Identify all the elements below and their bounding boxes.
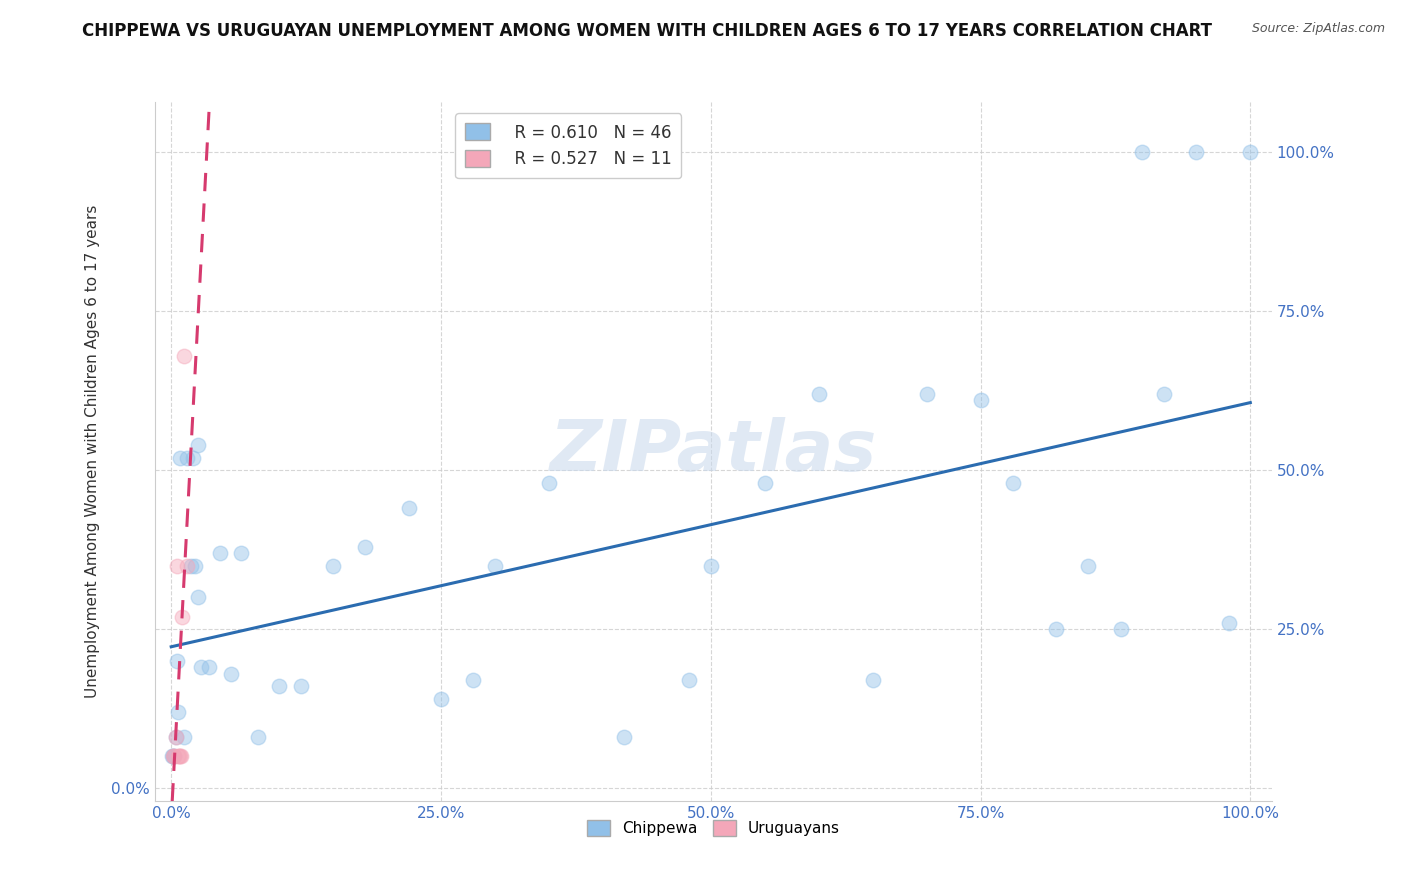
Point [290, 680, 312, 694]
Point [219, 666, 242, 681]
Point [166, 558, 188, 573]
Point [1109, 622, 1132, 636]
Point [463, 673, 485, 687]
Point [163, 749, 186, 764]
Point [398, 501, 420, 516]
Point [1153, 387, 1175, 401]
Point [162, 749, 184, 764]
Point [170, 609, 193, 624]
Point [162, 749, 184, 764]
Point [173, 349, 195, 363]
Point [187, 591, 209, 605]
Point [166, 749, 188, 764]
Point [484, 558, 506, 573]
Point [322, 558, 344, 573]
Point [754, 475, 776, 490]
Point [166, 705, 188, 719]
Point [430, 692, 453, 706]
Point [165, 731, 187, 745]
Point [190, 660, 212, 674]
Point [173, 731, 195, 745]
Point [167, 749, 190, 764]
Y-axis label: Unemployment Among Women with Children Ages 6 to 17 years: Unemployment Among Women with Children A… [86, 204, 100, 698]
Point [166, 654, 188, 668]
Point [1001, 475, 1024, 490]
Point [231, 546, 253, 560]
Point [807, 387, 830, 401]
Point [1218, 615, 1240, 630]
Point [208, 546, 231, 560]
Point [700, 558, 723, 573]
Point [969, 393, 991, 408]
Text: CHIPPEWA VS URUGUAYAN UNEMPLOYMENT AMONG WOMEN WITH CHILDREN AGES 6 TO 17 YEARS : CHIPPEWA VS URUGUAYAN UNEMPLOYMENT AMONG… [82, 22, 1212, 40]
Point [176, 558, 198, 573]
Point [1045, 622, 1067, 636]
Point [169, 749, 191, 764]
Point [163, 749, 186, 764]
Point [1132, 145, 1154, 160]
Point [613, 731, 636, 745]
Point [180, 558, 202, 573]
Text: ZIPatlas: ZIPatlas [550, 417, 877, 486]
Point [198, 660, 221, 674]
Point [537, 475, 560, 490]
Point [354, 540, 377, 554]
Point [176, 450, 198, 465]
Point [1185, 145, 1208, 160]
Point [181, 450, 204, 465]
Legend: Chippewa, Uruguayans: Chippewa, Uruguayans [581, 814, 846, 842]
Point [169, 450, 191, 465]
Point [1077, 558, 1099, 573]
Point [862, 673, 884, 687]
Point [187, 438, 209, 452]
Text: Source: ZipAtlas.com: Source: ZipAtlas.com [1251, 22, 1385, 36]
Point [184, 558, 207, 573]
Point [170, 749, 193, 764]
Point [246, 731, 269, 745]
Point [165, 731, 187, 745]
Point [162, 749, 184, 764]
Point [915, 387, 938, 401]
Point [1239, 145, 1261, 160]
Point [269, 680, 291, 694]
Point [678, 673, 700, 687]
